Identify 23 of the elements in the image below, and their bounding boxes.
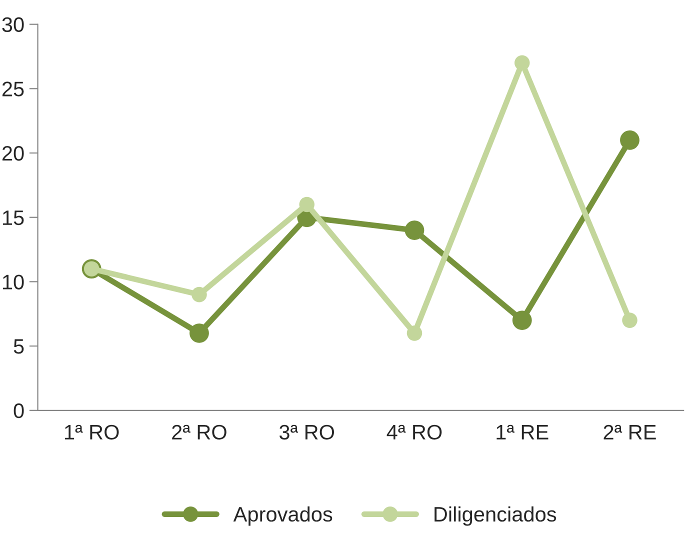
x-tick-label: 2ª RE xyxy=(604,424,656,440)
x-tick-label: 1ª RE xyxy=(496,424,548,440)
legend-label: Diligenciados xyxy=(434,506,556,526)
y-tick-label: 25 xyxy=(2,82,24,96)
y-tick-label: 0 xyxy=(14,403,24,418)
y-tick-label: 5 xyxy=(14,339,24,354)
point xyxy=(190,323,209,343)
x-tick-label: 2ª RO xyxy=(172,424,226,440)
point xyxy=(620,130,640,150)
legend-label: Aprovados xyxy=(233,506,332,526)
x-tick-label: 1ª RO xyxy=(65,424,119,440)
y-tick-label: 30 xyxy=(2,17,24,32)
point xyxy=(622,312,638,328)
x-tick-label: 4ª RO xyxy=(386,424,442,440)
point xyxy=(406,326,422,341)
y-tick-label: 10 xyxy=(3,274,24,290)
x-tick-label: 3ª RO xyxy=(279,424,334,440)
point xyxy=(299,196,314,212)
point xyxy=(404,220,424,240)
y-tick-label: 15 xyxy=(3,210,24,226)
point xyxy=(192,286,207,302)
point xyxy=(512,310,532,330)
y-tick-label: 20 xyxy=(2,146,24,161)
